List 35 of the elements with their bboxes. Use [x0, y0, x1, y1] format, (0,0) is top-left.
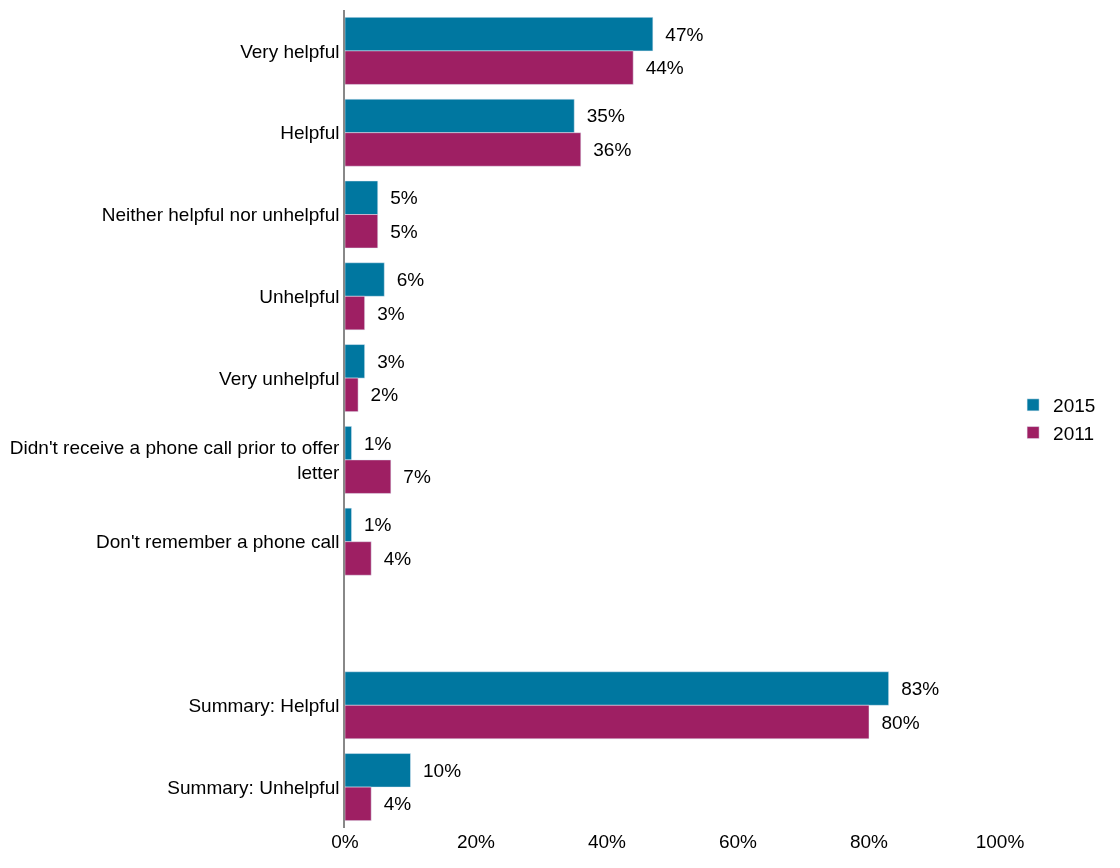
data-label: 36%	[583, 138, 632, 160]
data-label: 10%	[413, 759, 462, 781]
x-tick-label: 60%	[718, 831, 758, 852]
data-label: 7%	[393, 466, 431, 488]
y-tick-label: Don't remember a phone call	[96, 531, 340, 553]
y-tick-label: Didn't receive a phone call prior to offer letter	[9, 437, 341, 483]
data-label: 47%	[655, 23, 704, 45]
data-label: 44%	[636, 57, 684, 79]
x-tick-label: 0%	[331, 831, 359, 852]
data-label: 4%	[374, 793, 412, 815]
data-label: 3%	[367, 302, 405, 324]
y-tick-label: Summary: Helpful	[188, 694, 340, 716]
x-tick-label: 100%	[975, 831, 1025, 852]
data-label: 35%	[577, 105, 625, 127]
y-tick-label: Very unhelpful	[219, 367, 340, 389]
data-label: 1%	[354, 514, 392, 536]
data-label: 3%	[367, 350, 405, 372]
y-tick-label: Helpful	[280, 122, 340, 144]
y-tick-label: Unhelpful	[259, 285, 340, 307]
data-label: 6%	[387, 269, 425, 291]
data-label: 4%	[374, 547, 412, 569]
y-tick-label: Neither helpful nor unhelpful	[101, 204, 340, 226]
legend-label: 2011	[1053, 422, 1094, 444]
data-label: 80%	[872, 711, 920, 733]
data-label: 5%	[380, 187, 418, 209]
data-label: 1%	[354, 432, 392, 454]
data-label: 2%	[361, 384, 399, 406]
data-label: 83%	[891, 678, 940, 700]
legend-label: 2015	[1053, 395, 1096, 417]
x-tick-label: 20%	[456, 831, 496, 852]
y-tick-label: Very helpful	[240, 40, 340, 62]
x-tick-label: 80%	[849, 831, 889, 852]
y-tick-label: Summary: Unhelpful	[167, 776, 340, 798]
x-tick-label: 40%	[587, 831, 627, 852]
data-label: 5%	[380, 220, 418, 242]
